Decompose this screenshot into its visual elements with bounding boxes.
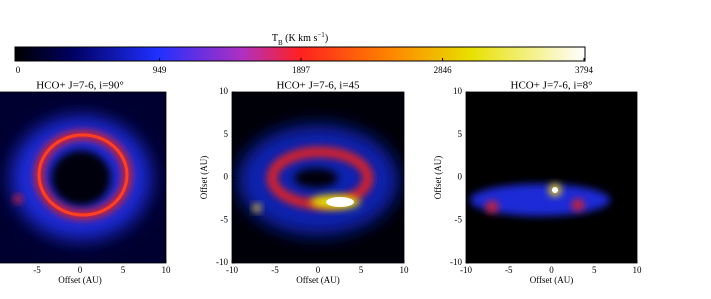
tick-label: 0 xyxy=(16,65,21,75)
x-tick-label: -5 xyxy=(33,265,41,275)
x-axis-label: Offset (AU) xyxy=(58,275,102,285)
x-tick-label: 5 xyxy=(359,265,364,275)
label-part: T xyxy=(272,33,278,44)
x-tick-label: -5 xyxy=(505,265,513,275)
x-tick-label: 10 xyxy=(400,265,410,275)
tick-label: 3794 xyxy=(575,65,594,75)
y-tick-label: 0 xyxy=(458,172,463,182)
panel-title: HCO+ J=7-6, i=45 xyxy=(276,80,360,92)
y-tick-label: 10 xyxy=(453,86,463,96)
y-tick-label: -5 xyxy=(455,214,463,224)
tick-label: 2846 xyxy=(434,65,453,75)
colorbar xyxy=(14,46,586,62)
y-axis-label: Offset (AU) xyxy=(433,156,443,200)
label-part: ) xyxy=(325,33,328,44)
x-tick-label: 0 xyxy=(78,265,83,275)
x-tick-label: 5 xyxy=(121,265,126,275)
y-tick-label: 0 xyxy=(224,172,229,182)
x-tick-label: 0 xyxy=(316,265,321,275)
y-tick-label: 5 xyxy=(458,129,463,139)
label-part: −1 xyxy=(317,31,325,39)
x-tick-label: -10 xyxy=(226,265,238,275)
map-image xyxy=(232,92,404,263)
y-tick-label: -10 xyxy=(216,257,228,267)
y-tick-label: 10 xyxy=(219,86,229,96)
tick-label: 949 xyxy=(153,65,167,75)
map-image xyxy=(0,92,166,263)
panel-title: HCO+ J=7-6, i=90° xyxy=(36,80,123,92)
x-tick-label: 10 xyxy=(162,265,172,275)
y-tick-label: -5 xyxy=(221,214,229,224)
x-tick-label: -10 xyxy=(460,265,472,275)
label-part: B xyxy=(278,39,283,47)
y-axis-label: Offset (AU) xyxy=(199,156,209,200)
tick-label: 1897 xyxy=(292,65,311,75)
map-image xyxy=(466,92,637,263)
y-tick-label: -10 xyxy=(450,257,462,267)
x-tick-label: 0 xyxy=(549,265,554,275)
x-tick-label: -5 xyxy=(271,265,279,275)
y-tick-label: 5 xyxy=(224,129,229,139)
colorbar-label: TB (K km s−1) xyxy=(272,31,328,47)
panel-title: HCO+ J=7-6, i=8° xyxy=(511,80,593,92)
x-tick-label: 5 xyxy=(592,265,597,275)
x-axis-label: Offset (AU) xyxy=(296,275,340,285)
x-tick-label: 10 xyxy=(633,265,643,275)
label-part: (K km s xyxy=(283,33,318,44)
x-axis-label: Offset (AU) xyxy=(530,275,574,285)
